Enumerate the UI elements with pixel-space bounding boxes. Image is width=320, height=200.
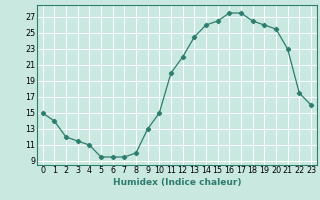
- X-axis label: Humidex (Indice chaleur): Humidex (Indice chaleur): [113, 178, 241, 187]
